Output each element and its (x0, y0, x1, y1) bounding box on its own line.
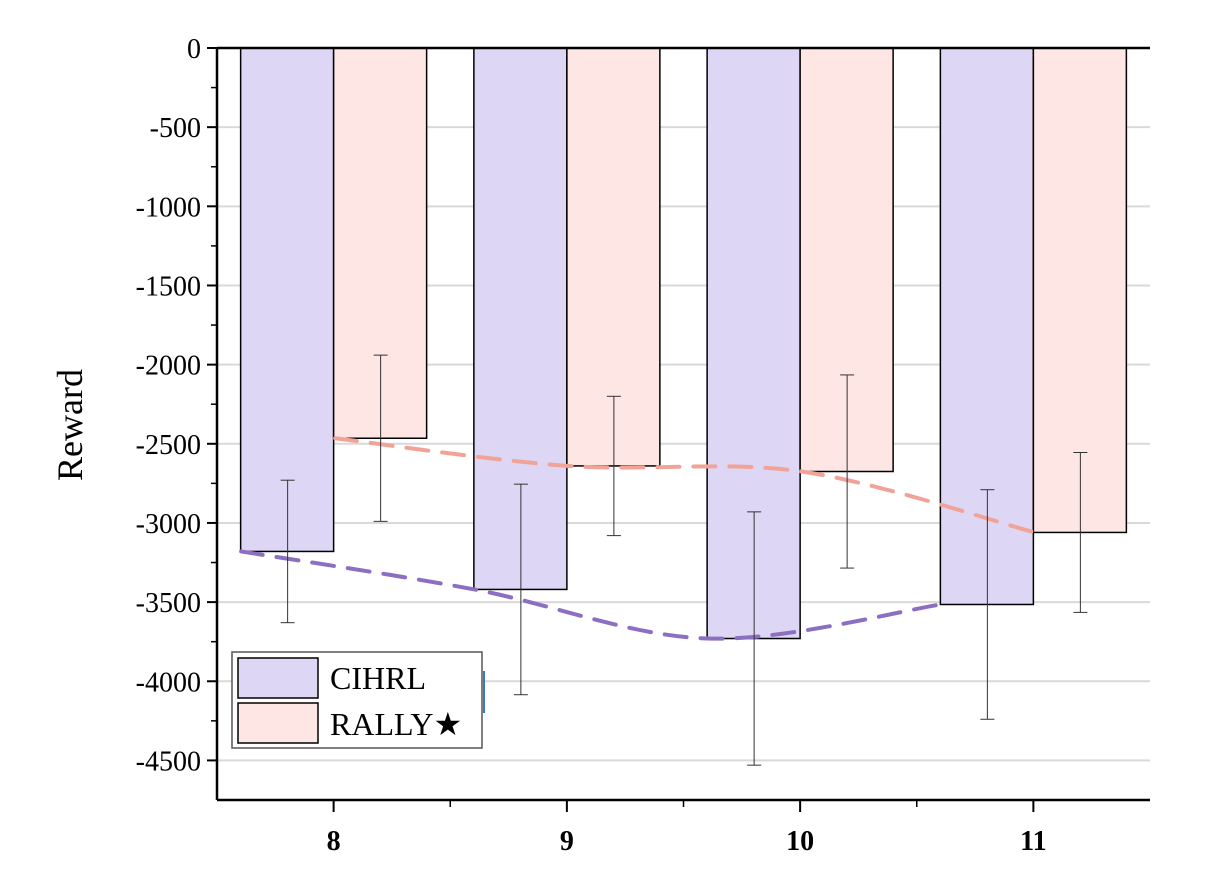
bar-cihrl-8 (239, 47, 335, 553)
x-tick-label-8: 8 (327, 826, 341, 857)
error-bar-cihrl-8 (280, 479, 295, 624)
error-bar-cihrl-10 (747, 511, 762, 766)
y-tick-label-9: -4500 (136, 746, 201, 777)
y-tick-label-6: -3000 (136, 509, 201, 540)
legend-swatch-rally (237, 702, 319, 744)
y-tick-label-2: -1000 (136, 192, 201, 223)
legend-label-rally: RALLY★ (330, 706, 462, 742)
trend-line-cihrl (239, 549, 943, 641)
y-tick-label-8: -4000 (136, 667, 201, 698)
error-bar-cihrl-11 (980, 489, 995, 720)
y-axis-title: Reward (50, 369, 90, 481)
y-tick-labels: 0 -500 -1000 -1500 -2000 -2500 -3000 -3500 -4000… (136, 34, 217, 777)
trend-line-rally (333, 436, 1037, 535)
y-tick-label-1: -500 (150, 113, 201, 144)
legend: CIHRL RALLY★ (231, 651, 485, 749)
x-tick-labels: 8 9 10 11 (327, 800, 1047, 857)
y-tick-label-5: -2500 (136, 430, 201, 461)
error-bars (280, 354, 1088, 766)
bars (239, 47, 1128, 640)
legend-label-cihrl: CIHRL (330, 660, 426, 696)
y-tick-label-7: -3500 (136, 588, 201, 619)
legend-swatch-cihrl (237, 657, 319, 699)
x-tick-label-11: 11 (1020, 826, 1046, 857)
error-bar-rally-9 (606, 395, 621, 537)
y-tick-label-3: -1500 (136, 271, 201, 302)
y-tick-label-4: -2000 (136, 351, 201, 382)
error-bar-rally-11 (1073, 451, 1088, 613)
x-tick-label-10: 10 (786, 826, 814, 857)
error-bar-cihrl-9 (513, 483, 528, 696)
x-tick-label-9: 9 (560, 826, 574, 857)
error-bar-rally-10 (840, 374, 855, 569)
trend-lines (239, 436, 1037, 641)
y-tick-label-0: 0 (187, 34, 201, 65)
error-bar-rally-8 (373, 354, 388, 522)
